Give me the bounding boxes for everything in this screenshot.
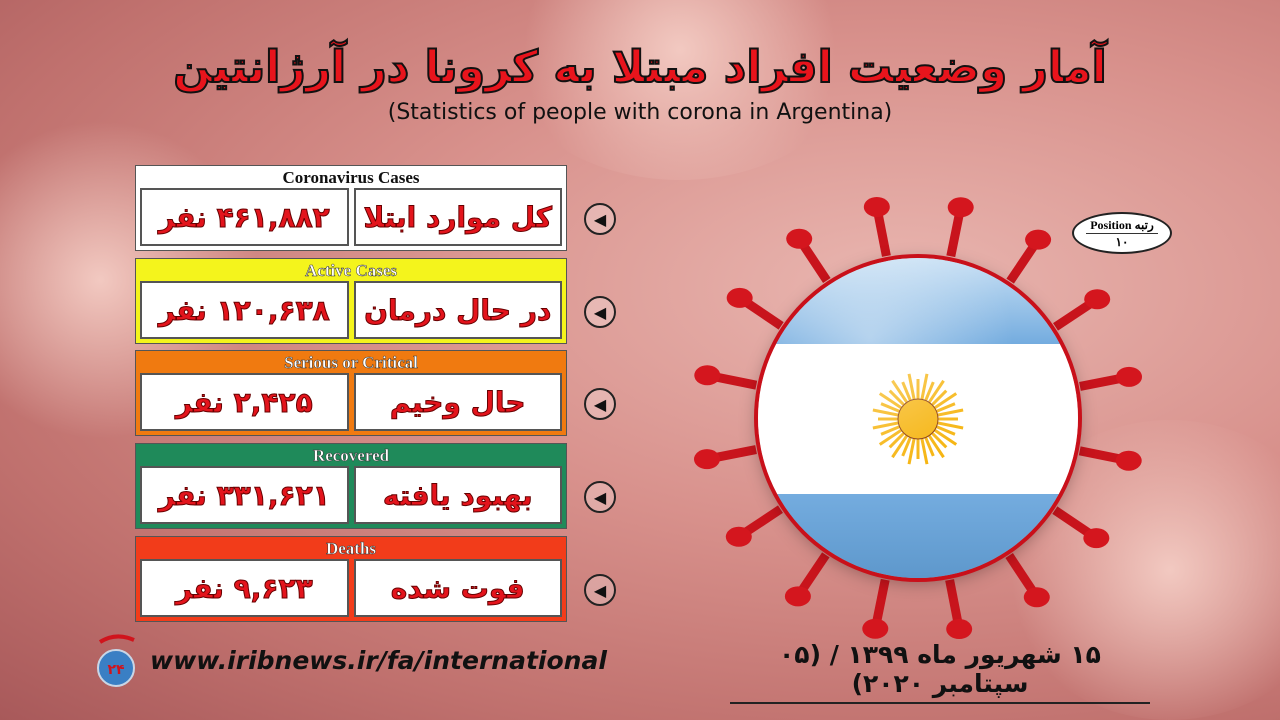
stat-header: Active Cases (304, 261, 398, 281)
stat-label: بهبود یافته (353, 466, 562, 524)
position-value: ۱۰ (1115, 235, 1129, 249)
stat-label: حال وخیم (353, 373, 562, 431)
virus-spike-tip (947, 197, 974, 218)
sun-of-may-icon (872, 373, 964, 465)
position-label: Position رتبه (1086, 217, 1158, 234)
virus-spike-tip (1084, 289, 1111, 310)
virus-spike-tip (862, 618, 889, 639)
virus-spike-tip (1083, 528, 1110, 549)
virus-spike-tip (694, 365, 721, 386)
arrow-left-circle-icon: ◀ (584, 203, 616, 235)
arrow-left-circle-icon: ◀ (584, 481, 616, 513)
virus-spike-tip (784, 586, 811, 607)
virus-spike-tip (693, 449, 720, 470)
arrow-left-circle-icon: ◀ (584, 388, 616, 420)
stat-box-serious-or-critical: Serious or Critical ۲,۴۲۵ نفر حال وخیم (135, 350, 567, 436)
stat-box-active-cases: Active Cases ۱۲۰,۶۳۸ نفر در حال درمان (135, 258, 567, 344)
virus-spike-tip (1116, 366, 1143, 387)
stat-header: Serious or Critical (284, 353, 418, 373)
stat-header: Deaths (325, 539, 377, 559)
stat-value: ۲,۴۲۵ نفر (140, 373, 349, 431)
stat-header: Coronavirus Cases (282, 168, 420, 187)
stat-box-recovered: Recovered ۳۳۱,۶۲۱ نفر بهبود یافته (135, 443, 567, 529)
stat-value: ۱۲۰,۶۳۸ نفر (140, 281, 349, 339)
virus-spike-tip (1025, 229, 1052, 250)
website-url[interactable]: www.iribnews.ir/fa/international (150, 646, 607, 675)
stat-box-deaths: Deaths ۹,۶۲۳ نفر فوت شده (135, 536, 567, 622)
stat-header: Recovered (312, 446, 390, 466)
stat-value: ۳۳۱,۶۲۱ نفر (140, 466, 349, 524)
arrow-left-circle-icon: ◀ (584, 296, 616, 328)
virus-spike-tip (1115, 450, 1142, 471)
position-bubble: Position رتبه ۱۰ (1072, 212, 1172, 254)
date-text: ۱۵ شهریور ماه ۱۳۹۹ / (۰۵ سپتامبر ۲۰۲۰) (730, 640, 1150, 704)
stat-box-coronavirus-cases: Coronavirus Cases ۴۶۱,۸۸۲ نفر کل موارد ا… (135, 165, 567, 251)
stat-value: ۹,۶۲۳ نفر (140, 559, 349, 617)
virus-spike-tip (946, 619, 973, 640)
stat-value: ۴۶۱,۸۸۲ نفر (140, 188, 349, 246)
virus-spike-tip (1023, 587, 1050, 608)
arrow-left-circle-icon: ◀ (584, 574, 616, 606)
stat-label: فوت شده (353, 559, 562, 617)
stat-label: کل موارد ابتلا (353, 188, 562, 246)
svg-text:۲۴: ۲۴ (107, 662, 125, 678)
page-title: آمار وضعیت افراد مبتلا به کرونا در آرژان… (172, 41, 1107, 94)
argentina-flag-globe (758, 258, 1078, 578)
stat-label: در حال درمان (353, 281, 562, 339)
virus-spike-tip (725, 526, 752, 547)
virus-spike-tip (863, 196, 890, 217)
virus-spike-tip (726, 287, 753, 308)
virus-spike-tip (786, 228, 813, 249)
irib-news-logo: ۲۴ (97, 634, 135, 687)
page-subtitle: (Statistics of people with corona in Arg… (387, 100, 893, 125)
